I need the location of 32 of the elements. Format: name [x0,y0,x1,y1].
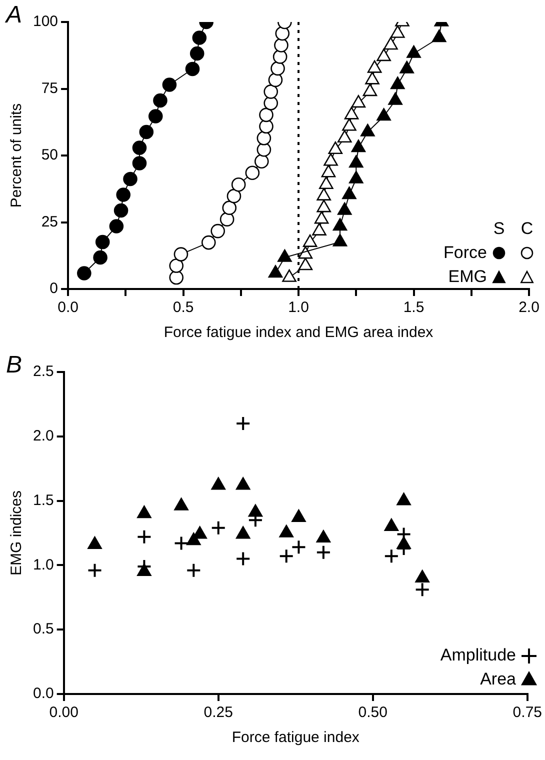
y-tick-label: 1.5 [32,492,54,509]
y-axis-title: EMG indices [8,490,26,576]
y-tick-label: 50 [41,146,58,164]
x-tick-label: 0.0 [58,299,78,316]
y-tick-label: 2.5 [32,363,54,380]
x-tick-label: 0.75 [512,704,542,722]
annotation: EMG [448,267,487,287]
x-tick-label: 0.00 [49,704,78,722]
x-axis-title: Force fatigue index and EMG area index [164,324,434,342]
annotation: Force [444,243,487,263]
annotation: S [492,219,506,239]
x-tick-label: 0.25 [204,704,233,722]
y-tick-label: 75 [41,80,58,97]
x-axis-title: Force fatigue index [232,729,360,746]
y-tick-label: 1.0 [32,556,54,574]
x-tick-label: 0.5 [172,299,194,316]
legend-label: Area [480,670,517,689]
x-tick-label: 1.0 [288,299,309,316]
x-tick-label: 1.5 [403,299,424,316]
y-tick-label: 0.0 [32,685,54,702]
y-tick-label: 2.0 [32,428,54,445]
x-tick-label: 0.50 [358,704,388,722]
chart-title: A [4,2,22,29]
y-tick-label: 25 [41,213,58,230]
legend-label: Amplitude [440,646,516,665]
y-tick-label: 0.5 [32,620,54,638]
chart-title: B [6,352,22,379]
y-tick-label: 0 [50,280,58,298]
y-tick-label: 100 [32,13,58,30]
annotation: C [520,219,534,239]
x-tick-label: 2.0 [518,299,540,316]
y-axis-title: Percent of units [8,103,26,208]
